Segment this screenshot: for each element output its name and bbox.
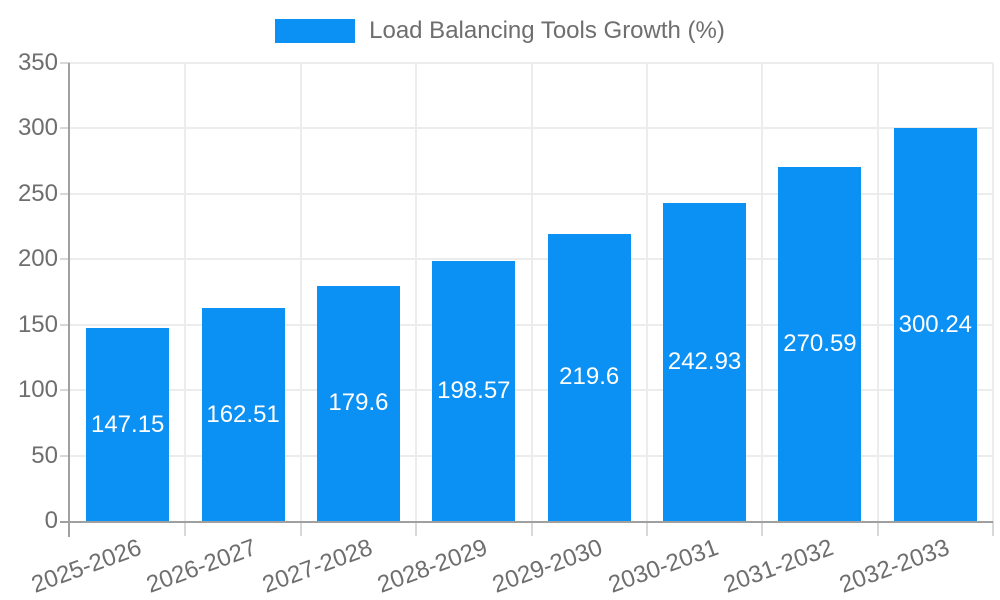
legend[interactable]: Load Balancing Tools Growth (%) (0, 15, 1000, 47)
y-tick-mark (60, 127, 70, 130)
x-tick-label: 2029-2030 (489, 534, 607, 599)
x-tick-label: 2031-2032 (720, 534, 838, 599)
x-gridline (184, 63, 187, 521)
y-tick-label: 200 (17, 245, 58, 273)
x-tick-mark (876, 521, 879, 536)
bar-value-label: 179.6 (328, 389, 389, 417)
x-gridline (761, 63, 764, 521)
bar-value-label: 147.15 (90, 410, 165, 438)
x-tick-mark (299, 521, 302, 536)
bar-value-label: 219.6 (559, 363, 620, 391)
x-gridline (876, 63, 879, 521)
x-tick-mark (761, 521, 764, 536)
y-tick-label: 250 (17, 179, 58, 207)
bar[interactable]: 198.57 (432, 261, 516, 521)
x-tick-mark (645, 521, 648, 536)
bar-value-label: 242.93 (667, 348, 742, 376)
y-tick-label: 0 (44, 507, 58, 534)
x-tick-label: 2025-2026 (27, 534, 145, 599)
y-tick-mark (60, 258, 70, 261)
bar[interactable]: 162.51 (201, 308, 285, 521)
x-gridline (415, 63, 418, 521)
y-tick-mark (60, 192, 70, 195)
bar[interactable]: 270.59 (778, 166, 862, 521)
x-tick-label: 2026-2027 (143, 534, 261, 599)
x-gridline (530, 63, 533, 521)
x-tick-label: 2032-2033 (835, 534, 953, 599)
y-tick-label: 100 (17, 376, 58, 404)
bar[interactable]: 147.15 (86, 328, 170, 521)
x-tick-label: 2030-2031 (604, 534, 722, 599)
bar-value-label: 270.59 (783, 329, 857, 357)
y-tick-label: 50 (31, 441, 58, 469)
x-gridline (299, 63, 302, 521)
x-axis-line (60, 521, 993, 523)
x-tick-mark (415, 521, 418, 536)
bar[interactable]: 219.6 (547, 233, 631, 521)
y-tick-label: 350 (17, 49, 58, 76)
bar-value-label: 162.51 (206, 400, 280, 428)
y-tick-mark (60, 389, 70, 392)
x-tick-label: 2027-2028 (258, 534, 376, 599)
legend-swatch-icon (275, 19, 356, 43)
x-gridline (645, 63, 648, 521)
bar-value-label: 198.57 (437, 377, 511, 405)
legend-label: Load Balancing Tools Growth (%) (369, 17, 725, 44)
x-gridline (992, 63, 994, 521)
bar[interactable]: 179.6 (316, 285, 400, 521)
y-tick-mark (60, 62, 70, 64)
bar-value-label: 300.24 (898, 310, 973, 338)
y-axis-line (68, 63, 70, 537)
bar[interactable]: 300.24 (893, 128, 977, 521)
x-tick-mark (184, 521, 187, 536)
bar[interactable]: 242.93 (663, 203, 747, 521)
y-tick-mark (60, 323, 70, 326)
x-tick-mark (992, 521, 994, 536)
y-tick-mark (60, 454, 70, 457)
y-tick-label: 150 (17, 310, 58, 338)
y-tick-label: 300 (17, 114, 58, 142)
x-tick-label: 2028-2029 (373, 534, 492, 599)
x-tick-mark (530, 521, 533, 536)
